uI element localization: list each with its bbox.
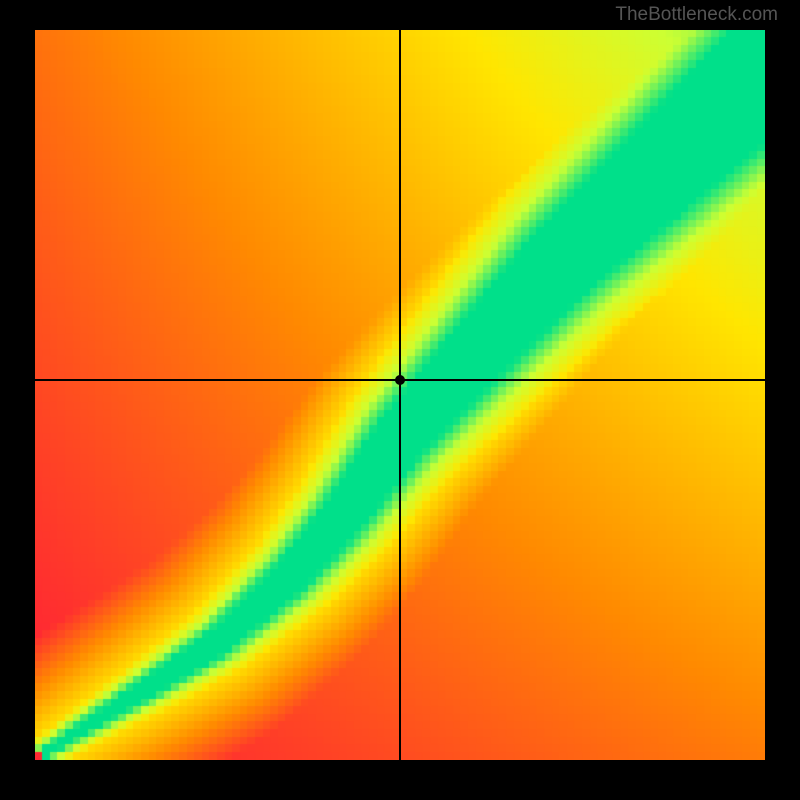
chart-container: TheBottleneck.com	[0, 0, 800, 800]
watermark-text: TheBottleneck.com	[615, 4, 778, 26]
crosshair-vertical	[399, 30, 401, 760]
